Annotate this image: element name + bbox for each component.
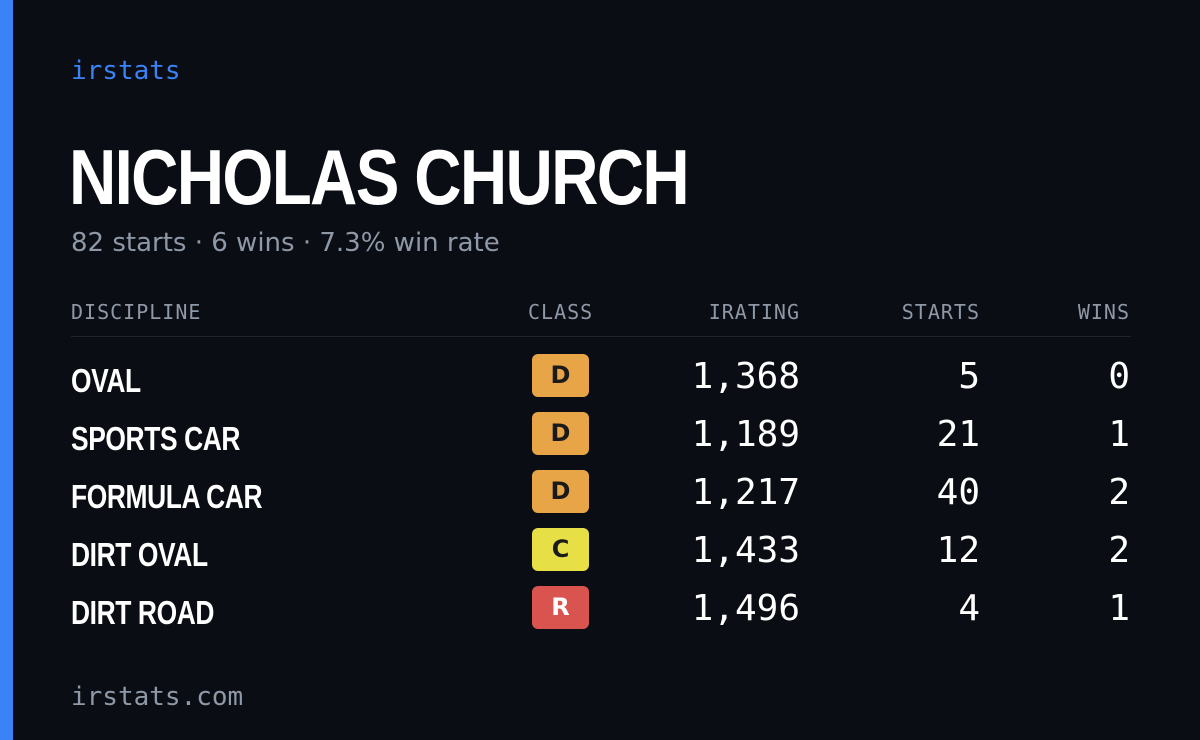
discipline-name: SPORTS CAR [71,420,241,457]
discipline-name: DIRT ROAD [71,594,215,631]
table-row: SPORTS CAR D 1,189 21 1 [71,412,1131,470]
starts-value: 40 [936,472,980,513]
class-badge: R [532,586,589,629]
accent-bar [0,0,13,740]
wins-value: 1 [1108,414,1130,455]
wins-value: 1 [1108,588,1130,629]
header-starts: STARTS [901,300,980,324]
irating-value: 1,496 [691,588,800,629]
brand-logo-text[interactable]: irstats [71,56,181,86]
footer-url[interactable]: irstats.com [71,682,244,712]
header-discipline: DISCIPLINE [71,300,202,324]
discipline-name: DIRT OVAL [71,536,208,573]
wins-value: 2 [1108,530,1130,571]
class-badge: D [532,412,589,455]
class-badge: C [532,528,589,571]
irating-value: 1,189 [691,414,800,455]
table-row: DIRT ROAD R 1,496 4 1 [71,586,1131,644]
class-badge: D [532,470,589,513]
header-class: CLASS [528,300,594,324]
table-row: OVAL D 1,368 5 0 [71,354,1131,412]
header-irating: IRATING [708,300,800,324]
irating-value: 1,217 [691,472,800,513]
wins-value: 2 [1108,472,1130,513]
wins-value: 0 [1108,356,1130,397]
starts-value: 5 [958,356,980,397]
starts-value: 21 [936,414,980,455]
irating-value: 1,368 [691,356,800,397]
starts-value: 4 [958,588,980,629]
irating-value: 1,433 [691,530,800,571]
discipline-name: OVAL [71,362,141,399]
header-wins: WINS [1077,300,1130,324]
driver-name: NICHOLAS CHURCH [69,133,690,221]
class-badge: D [532,354,589,397]
table-header: DISCIPLINE CLASS IRATING STARTS WINS [71,300,1131,328]
header-divider [71,336,1131,337]
table-row: FORMULA CAR D 1,217 40 2 [71,470,1131,528]
discipline-name: FORMULA CAR [71,478,263,515]
starts-value: 12 [936,530,980,571]
discipline-table: OVAL D 1,368 5 0 SPORTS CAR D 1,189 21 1… [71,354,1131,644]
driver-summary: 82 starts · 6 wins · 7.3% win rate [71,228,500,258]
table-row: DIRT OVAL C 1,433 12 2 [71,528,1131,586]
